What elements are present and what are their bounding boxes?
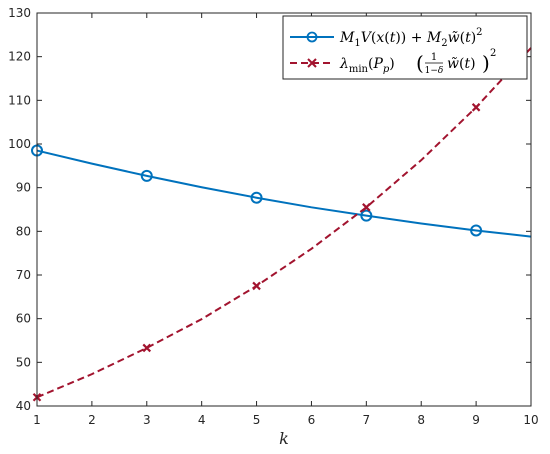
legend-label-series-2: λmin(Pp) ( 1 1−δ w̃(t) ) 2 xyxy=(339,48,496,76)
x-tick-label: 5 xyxy=(253,413,261,427)
x-tick-label: 3 xyxy=(143,413,151,427)
y-tick-label: 100 xyxy=(8,137,31,151)
series-1-point xyxy=(360,209,373,222)
svg-text:): ) xyxy=(482,51,490,75)
y-tick-label: 130 xyxy=(8,6,31,20)
y-tick-label: 110 xyxy=(8,93,31,107)
tick-layer: 1 2 3 4 5 6 7 8 9 10 40 50 60 70 80 90 100 110 120 130 xyxy=(8,6,539,427)
legend-label-series-1: M1V(x(t)) + M2w̃(t)2 xyxy=(339,27,483,49)
y-tick-label: 60 xyxy=(16,312,31,326)
x-tick-label: 2 xyxy=(88,413,96,427)
svg-text:1: 1 xyxy=(431,52,437,63)
series-1-point xyxy=(250,191,263,204)
series-1-point xyxy=(470,224,483,237)
y-tick-label: 120 xyxy=(8,50,31,64)
y-tick-label: 90 xyxy=(16,181,31,195)
x-axis-label: k xyxy=(279,429,289,448)
plot-frame xyxy=(36,12,532,407)
x-tick-label: 1 xyxy=(33,413,41,427)
x-tick-label: 10 xyxy=(523,413,538,427)
series-2-point xyxy=(471,103,481,112)
legend-marker-series-1 xyxy=(306,31,318,43)
x-tick-label: 7 xyxy=(363,413,371,427)
series-2-line xyxy=(36,47,532,399)
x-tick-label: 9 xyxy=(472,413,480,427)
svg-text:1−δ: 1−δ xyxy=(425,66,444,76)
x-tick-label: 6 xyxy=(308,413,316,427)
svg-text:(: ( xyxy=(416,51,424,75)
series-2-point xyxy=(252,281,261,291)
x-tick-label: 8 xyxy=(417,413,425,427)
legend-box xyxy=(282,15,528,80)
legend: M1V(x(t)) + M2w̃(t)2 λmin(Pp) ( 1 1−δ w̃… xyxy=(282,15,528,80)
svg-text:λmin(Pp): λmin(Pp) xyxy=(339,56,395,75)
y-tick-label: 70 xyxy=(16,268,31,282)
series-1-point xyxy=(140,169,153,182)
x-tick-label: 4 xyxy=(198,413,206,427)
legend-marker-series-2 xyxy=(307,58,317,68)
y-tick-label: 40 xyxy=(16,399,31,413)
svg-text:2: 2 xyxy=(490,48,496,59)
series-2-point xyxy=(362,203,371,212)
svg-text:w̃(t): w̃(t) xyxy=(447,56,476,72)
y-tick-label: 50 xyxy=(16,355,31,369)
y-tick-label: 80 xyxy=(16,224,31,238)
series-1-line xyxy=(36,149,532,238)
series-2-point xyxy=(142,343,152,353)
